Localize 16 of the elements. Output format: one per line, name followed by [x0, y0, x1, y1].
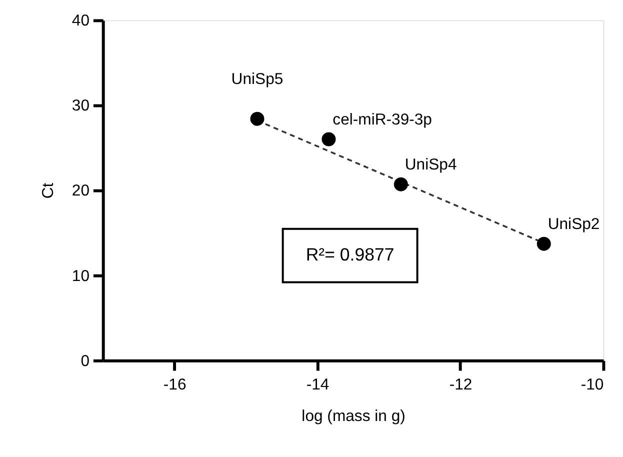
y-axis-title: Ct: [40, 182, 58, 199]
x-tick-label: -16: [163, 376, 186, 394]
y-tick-label: 10: [72, 268, 90, 285]
x-tick-label: -10: [580, 376, 604, 394]
x-axis-title: log (mass in g): [302, 408, 406, 426]
annotation: UniSp4: [404, 156, 457, 174]
annotation: UniSp5: [231, 71, 284, 88]
x-tick-label: -12: [449, 376, 472, 394]
annotation: cel-miR-39-3p: [332, 111, 432, 128]
x-tick-label: -14: [306, 376, 330, 394]
annotation: R²= 0.9877: [306, 244, 394, 264]
y-tick-label: 40: [72, 12, 90, 30]
y-tick-label: 20: [72, 182, 90, 200]
y-tick-label: 30: [72, 98, 90, 115]
annotation: UniSp2: [548, 216, 600, 234]
y-tick-label: 0: [80, 352, 90, 370]
